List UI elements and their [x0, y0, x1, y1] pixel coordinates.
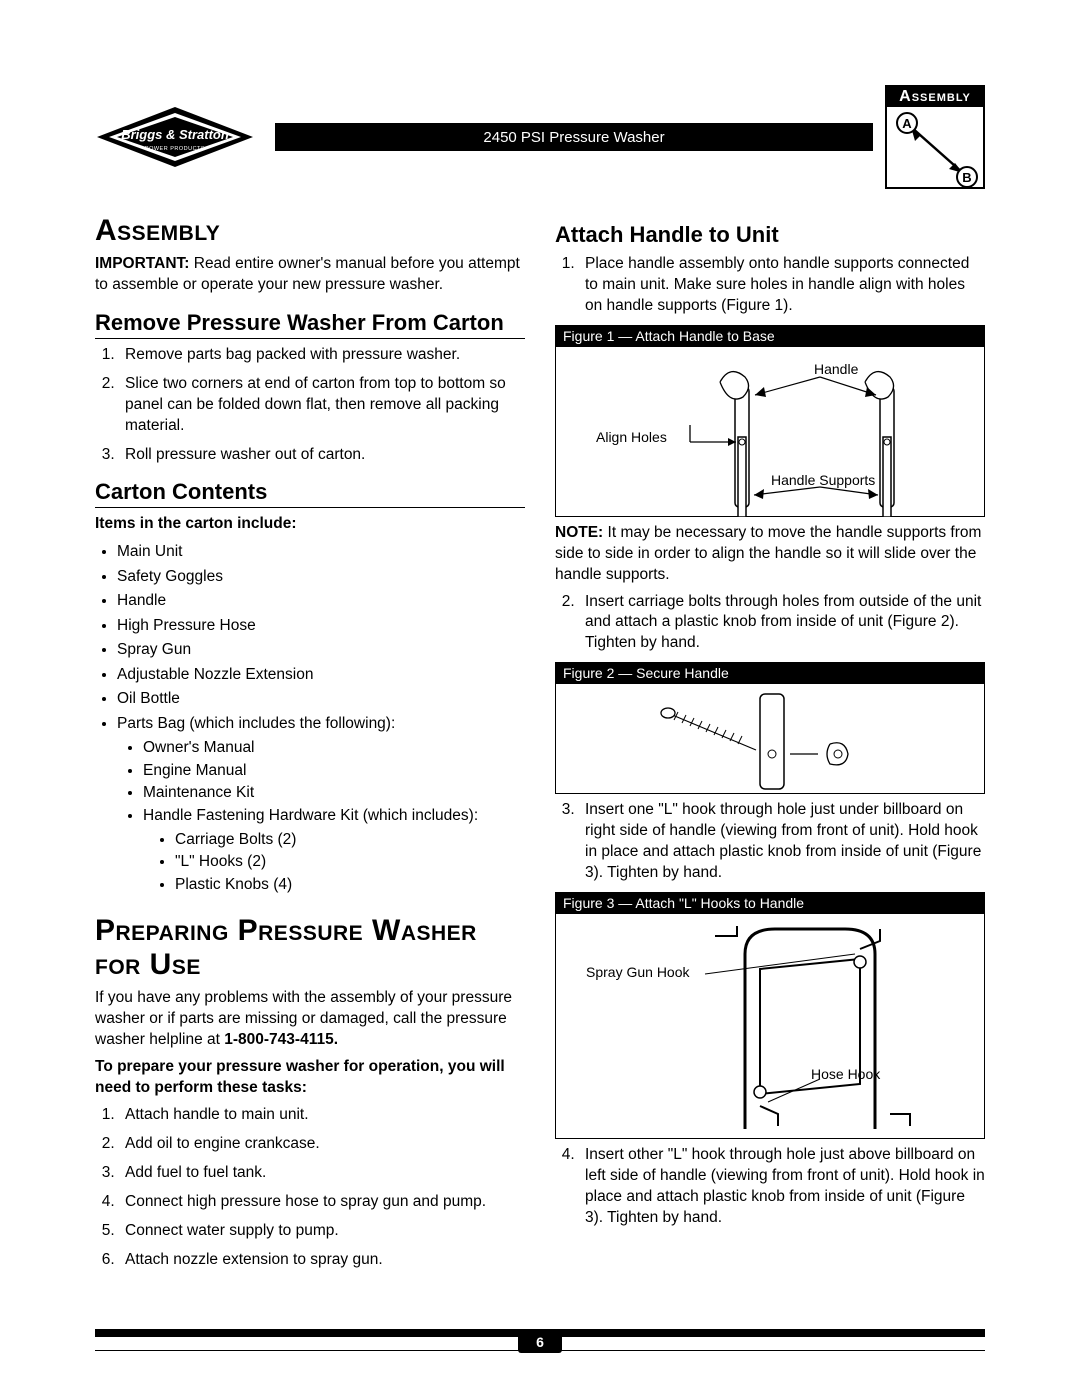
- preparing-heading: Preparing Pressure Washer for Use: [95, 914, 525, 982]
- attach-steps-2: Insert carriage bolts through holes from…: [555, 592, 985, 655]
- svg-text:A: A: [902, 116, 912, 131]
- figure2-diagram-icon: [556, 684, 984, 794]
- note-label: NOTE:: [555, 524, 603, 541]
- list-item: Main Unit: [117, 541, 525, 563]
- remove-steps: Remove parts bag packed with pressure wa…: [95, 345, 525, 466]
- prepare-paragraph: If you have any problems with the assemb…: [95, 988, 525, 1051]
- list-item: Remove parts bag packed with pressure wa…: [119, 345, 525, 366]
- header-title-bar: 2450 PSI Pressure Washer: [275, 123, 873, 151]
- list-item: Plastic Knobs (4): [175, 874, 525, 896]
- content-columns: Assembly IMPORTANT: Read entire owner's …: [95, 214, 985, 1279]
- contents-subheading: Items in the carton include:: [95, 514, 525, 535]
- prepare-tasks-intro: To prepare your pressure washer for oper…: [95, 1057, 525, 1099]
- list-item: Attach nozzle extension to spray gun.: [119, 1250, 525, 1271]
- footer: 6: [95, 1329, 985, 1351]
- list-item: Place handle assembly onto handle suppor…: [579, 254, 985, 317]
- fig3-hose-label: Hose Hook: [811, 1066, 880, 1082]
- assembly-badge: Assembly A B: [885, 85, 985, 189]
- figure1-caption: Figure 1 — Attach Handle to Base: [555, 325, 985, 347]
- remove-heading: Remove Pressure Washer From Carton: [95, 310, 525, 339]
- fig1-align-label: Align Holes: [596, 429, 667, 445]
- figure2: [555, 684, 985, 794]
- list-item: Maintenance Kit: [143, 782, 525, 804]
- right-column: Attach Handle to Unit Place handle assem…: [555, 214, 985, 1279]
- list-item: Parts Bag (which includes the following)…: [117, 713, 525, 897]
- header-row: Briggs & Stratton POWER PRODUCTS 2450 PS…: [95, 85, 985, 189]
- list-item: Handle: [117, 590, 525, 612]
- contents-heading: Carton Contents: [95, 479, 525, 508]
- list-item: Insert one "L" hook through hole just un…: [579, 800, 985, 884]
- list-item: Handle Fastening Hardware Kit (which inc…: [143, 805, 525, 897]
- list-item: Owner's Manual: [143, 737, 525, 759]
- page-number: 6: [518, 1331, 562, 1353]
- svg-text:B: B: [962, 170, 971, 185]
- list-item: Engine Manual: [143, 760, 525, 782]
- figure2-caption: Figure 2 — Secure Handle: [555, 662, 985, 684]
- list-item: Roll pressure washer out of carton.: [119, 445, 525, 466]
- assembly-badge-title: Assembly: [887, 87, 983, 107]
- list-item: Safety Goggles: [117, 566, 525, 588]
- attach-steps: Place handle assembly onto handle suppor…: [555, 254, 985, 317]
- list-item: Attach handle to main unit.: [119, 1105, 525, 1126]
- attach-steps-4: Insert other "L" hook through hole just …: [555, 1145, 985, 1229]
- page: Briggs & Stratton POWER PRODUCTS 2450 PS…: [0, 0, 1080, 1391]
- partsbag-list: Owner's Manual Engine Manual Maintenance…: [117, 737, 525, 896]
- attach-heading: Attach Handle to Unit: [555, 222, 985, 248]
- list-item: Spray Gun: [117, 639, 525, 661]
- list-item: Oil Bottle: [117, 688, 525, 710]
- list-item: Carriage Bolts (2): [175, 829, 525, 851]
- brand-logo: Briggs & Stratton POWER PRODUCTS: [95, 105, 245, 169]
- prepare-steps: Attach handle to main unit. Add oil to e…: [95, 1105, 525, 1271]
- fig3-spray-label: Spray Gun Hook: [586, 964, 690, 980]
- list-item: High Pressure Hose: [117, 615, 525, 637]
- list-item: Connect water supply to pump.: [119, 1221, 525, 1242]
- list-item: Insert carriage bolts through holes from…: [579, 592, 985, 655]
- list-item: Slice two corners at end of carton from …: [119, 374, 525, 437]
- figure3: Spray Gun Hook Hose Hook: [555, 914, 985, 1139]
- important-label: IMPORTANT:: [95, 255, 189, 272]
- figure1: Handle Align Holes Handle Supports: [555, 347, 985, 517]
- contents-list: Main Unit Safety Goggles Handle High Pre…: [95, 541, 525, 896]
- hardware-list: Carriage Bolts (2) "L" Hooks (2) Plastic…: [143, 829, 525, 896]
- list-item: Adjustable Nozzle Extension: [117, 664, 525, 686]
- list-item: Add oil to engine crankcase.: [119, 1134, 525, 1155]
- figure3-caption: Figure 3 — Attach "L" Hooks to Handle: [555, 892, 985, 914]
- brand-sub: POWER PRODUCTS: [145, 146, 205, 152]
- important-paragraph: IMPORTANT: Read entire owner's manual be…: [95, 254, 525, 296]
- left-column: Assembly IMPORTANT: Read entire owner's …: [95, 214, 525, 1279]
- list-item: Connect high pressure hose to spray gun …: [119, 1192, 525, 1213]
- briggs-stratton-logo-icon: Briggs & Stratton POWER PRODUCTS: [95, 105, 255, 169]
- figure3-diagram-icon: [556, 914, 984, 1139]
- attach-steps-3: Insert one "L" hook through hole just un…: [555, 800, 985, 884]
- list-item: Insert other "L" hook through hole just …: [579, 1145, 985, 1229]
- fig1-supports-label: Handle Supports: [771, 472, 861, 488]
- brand-name: Briggs & Stratton: [121, 127, 229, 142]
- list-item: "L" Hooks (2): [175, 851, 525, 873]
- assembly-badge-diagram: A B: [887, 107, 983, 187]
- helpline-phone: 1-800-743-4115.: [224, 1031, 338, 1048]
- assembly-heading: Assembly: [95, 214, 525, 248]
- note-paragraph: NOTE: It may be necessary to move the ha…: [555, 523, 985, 586]
- fig1-handle-label: Handle: [814, 361, 858, 377]
- note-text: It may be necessary to move the handle s…: [555, 524, 981, 583]
- list-item: Add fuel to fuel tank.: [119, 1163, 525, 1184]
